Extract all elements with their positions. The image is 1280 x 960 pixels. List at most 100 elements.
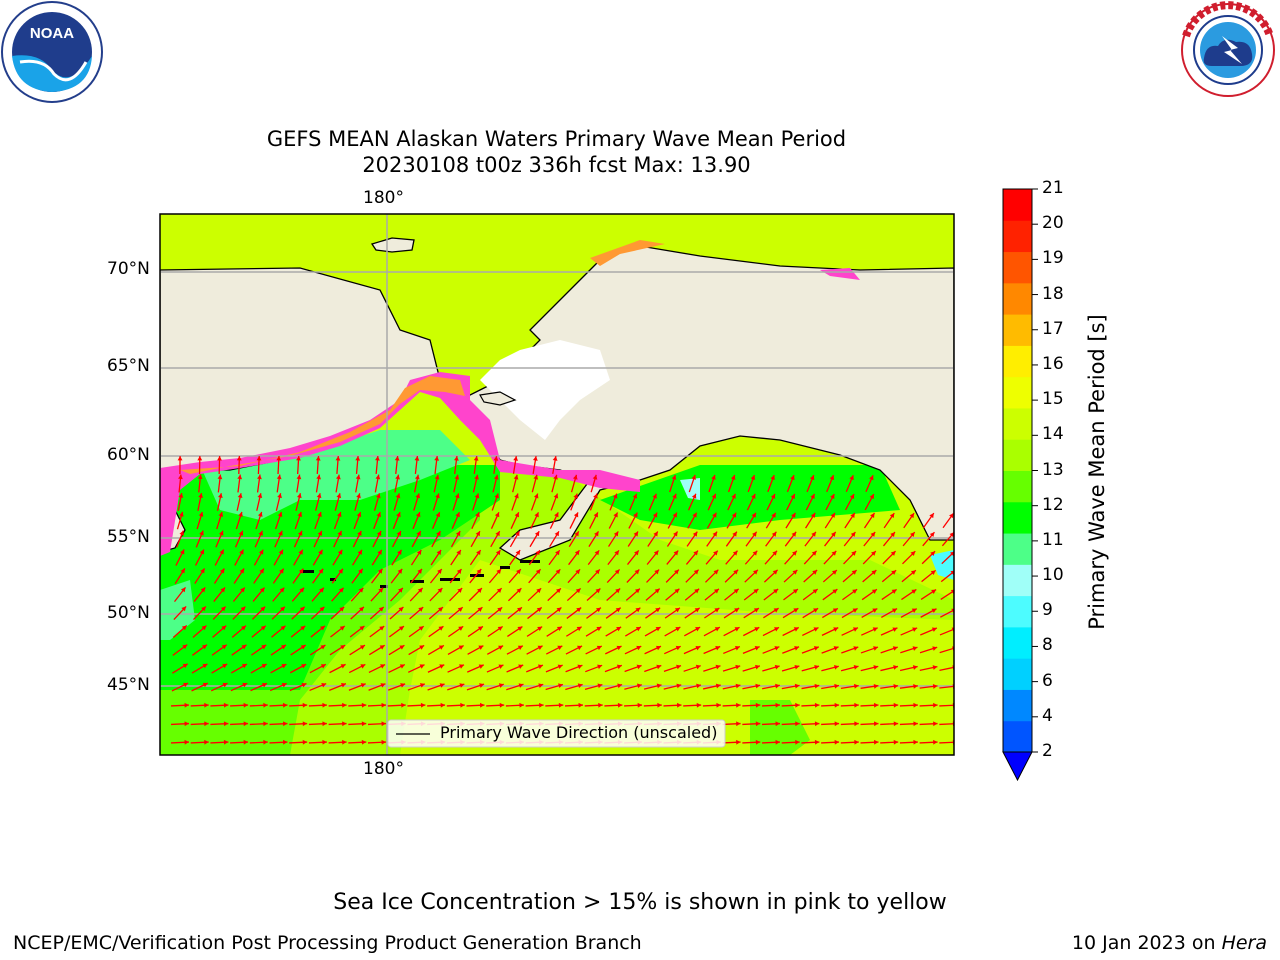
wave-arrow-head — [200, 587, 206, 593]
wave-arrow-head — [853, 665, 859, 670]
wave-arrow-head — [653, 531, 658, 537]
wave-arrow-head — [576, 607, 582, 613]
colorbar-segment — [1003, 314, 1032, 346]
wave-arrow-head — [731, 512, 737, 518]
wave-arrow-head — [770, 475, 775, 481]
wave-arrow-head — [792, 569, 798, 575]
wave-arrow-head — [415, 493, 421, 499]
wave-arrow-head — [932, 646, 938, 651]
date-text: 10 Jan 2023 on Hera — [1072, 932, 1267, 954]
wave-arrow-head — [280, 625, 286, 631]
wave-arrow-head — [419, 645, 425, 650]
wave-arrow-head — [263, 721, 268, 727]
wave-arrow-head — [199, 530, 204, 536]
lat-label-45: 45°N — [107, 675, 150, 695]
wave-arrow-head — [714, 627, 720, 632]
wave-arrow-head — [257, 511, 263, 517]
wave-arrow-head — [398, 607, 404, 612]
wave-arrow-head — [931, 627, 937, 632]
wave-arrow-head — [177, 456, 183, 461]
wave-arrow-head — [243, 721, 249, 727]
wave-arrow-head — [730, 475, 736, 480]
wave-arrow-head — [218, 511, 224, 517]
wave-arrow-head — [872, 627, 878, 632]
wave-arrow-head — [396, 512, 401, 518]
wave-arrow-head — [518, 664, 524, 669]
wave-arrow-head — [635, 607, 641, 613]
wave-arrow-head — [301, 682, 307, 688]
wave-arrow-head — [342, 739, 347, 745]
wave-arrow-head — [182, 644, 188, 650]
wave-arrow-head — [475, 512, 480, 518]
wave-arrow-head — [672, 512, 677, 518]
wave-arrow-head — [793, 627, 799, 632]
wave-arrow-head — [454, 474, 460, 480]
colorbar-tick-label: 19 — [1042, 248, 1064, 269]
wave-arrow-head — [653, 550, 659, 556]
wave-arrow-head — [854, 721, 859, 727]
wave-arrow-head — [416, 531, 421, 537]
wave-arrow-head — [751, 493, 756, 499]
wave-arrow-head — [258, 530, 263, 536]
wave-arrow-head — [755, 702, 761, 708]
wave-arrow-head — [932, 684, 938, 689]
wave-arrow-head — [355, 474, 361, 480]
wave-arrow-head — [241, 644, 247, 650]
wave-arrow-head — [831, 570, 837, 575]
wave-arrow-head — [949, 513, 954, 519]
wave-arrow-head — [479, 702, 485, 708]
chart-title-line2: 20230108 t00z 336h fcst Max: 13.90 — [362, 153, 751, 177]
wave-arrow-head — [301, 664, 307, 669]
wave-arrow-head — [361, 702, 367, 708]
wave-arrow-head — [852, 608, 858, 613]
wave-arrow-head — [340, 664, 346, 669]
wave-arrow-head — [852, 589, 858, 594]
wave-arrow-head — [676, 702, 682, 708]
wave-arrow-head — [319, 606, 325, 612]
wave-arrow-head — [910, 532, 915, 538]
wave-arrow-head — [322, 721, 327, 727]
wave-arrow-head — [414, 474, 420, 480]
wave-arrow-head — [674, 569, 679, 575]
wave-arrow — [939, 685, 954, 689]
colorbar-segment — [1003, 564, 1032, 597]
wave-arrow-head — [554, 531, 559, 537]
wave-arrow-head — [495, 550, 501, 556]
wave-arrow-head — [375, 493, 381, 499]
wave-arrow-head — [694, 588, 700, 594]
wave-arrow-head — [833, 665, 839, 670]
wave-arrow-head — [419, 683, 425, 688]
wave-arrow-head — [184, 702, 189, 708]
wave-arrow-head — [519, 702, 524, 708]
wave-arrow-head — [654, 588, 660, 594]
wave-arrow-head — [811, 550, 817, 556]
wave-arrow-head — [830, 512, 835, 518]
wave-arrow-head — [614, 569, 620, 575]
wave-arrow-head — [279, 587, 285, 593]
noaa-logo: NOAA — [0, 0, 106, 106]
wave-arrow-head — [736, 702, 741, 708]
wave-arrow-head — [517, 645, 523, 650]
wave-arrow-head — [775, 683, 780, 689]
wave-arrow-head — [871, 570, 877, 575]
date-label: 10 Jan 2023 on — [1071, 932, 1222, 954]
wave-arrow-head — [179, 530, 184, 536]
wave-arrow-head — [870, 532, 876, 537]
wave-arrow-head — [474, 493, 480, 499]
wave-arrow-head — [732, 550, 738, 556]
wave-arrow-head — [494, 512, 500, 518]
wave-arrow-head — [849, 494, 855, 500]
wave-arrow-head — [377, 549, 382, 555]
wave-arrow-head — [398, 587, 403, 593]
wave-arrow-head — [910, 551, 916, 556]
wave-arrow-head — [692, 512, 697, 518]
wave-arrow-head — [322, 739, 327, 745]
wave-arrow-head — [400, 683, 406, 688]
colorbar-tick-label: 13 — [1042, 459, 1064, 480]
colorbar-segment — [1003, 501, 1032, 534]
colorbar-tick-label: 20 — [1042, 213, 1064, 234]
wave-arrow-head — [394, 456, 400, 461]
wave-arrow-head — [558, 683, 563, 688]
wave-arrow-head — [635, 588, 640, 594]
wave-arrow-head — [358, 568, 363, 574]
